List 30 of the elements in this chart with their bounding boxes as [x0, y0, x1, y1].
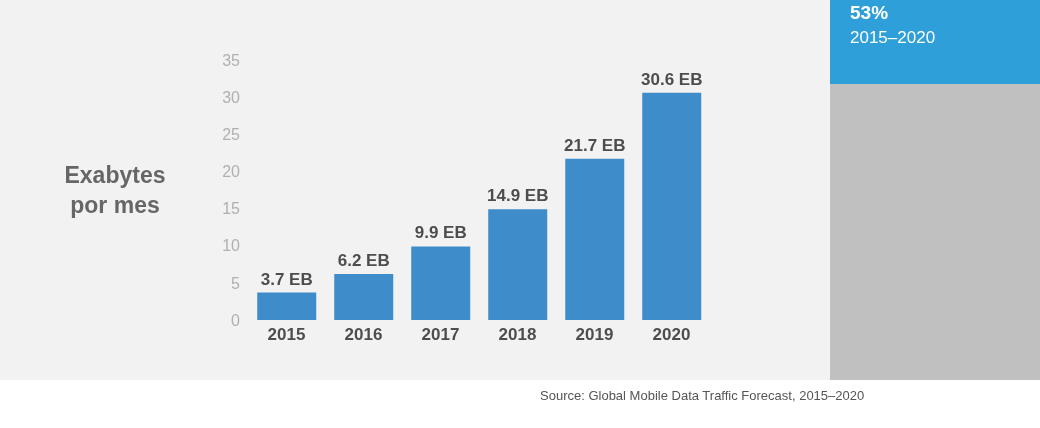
y-tick-label: 35: [222, 51, 241, 69]
bar: [488, 209, 548, 320]
data-label: 3.7 EB: [260, 269, 313, 289]
y-tick-label: 10: [222, 237, 241, 255]
bar: [257, 292, 317, 320]
y-tick-label: 20: [222, 163, 241, 181]
data-label: 9.9 EB: [414, 223, 467, 243]
data-label: 14.9 EB: [487, 186, 549, 206]
bar: [411, 246, 471, 320]
y-tick-label: 25: [222, 125, 241, 143]
bar: [642, 92, 702, 320]
data-label: 21.7 EB: [564, 135, 626, 155]
bar: [334, 273, 394, 320]
y-tick-label: 5: [231, 274, 241, 292]
bar: [565, 158, 625, 320]
x-tick-label: 2016: [344, 325, 383, 345]
y-tick-label: 30: [222, 88, 241, 106]
text: 53%: [850, 2, 889, 24]
text: 2015–2020: [850, 28, 936, 48]
y-axis-title: Exabytes por mes: [63, 161, 167, 220]
source-note: Source: Global Mobile Data Traffic Forecast, 2015–2020: [540, 388, 865, 403]
x-tick-label: 2019: [575, 325, 614, 345]
y-tick-label: 0: [231, 311, 241, 329]
x-tick-label: 2015: [267, 325, 306, 345]
y-tick-label: 15: [222, 200, 241, 218]
x-tick-label: 2018: [498, 325, 537, 345]
data-label: 6.2 EB: [337, 250, 390, 270]
x-tick-label: 2020: [652, 325, 691, 345]
data-label: 30.6 EB: [641, 69, 703, 89]
x-tick-label: 2017: [421, 325, 460, 345]
